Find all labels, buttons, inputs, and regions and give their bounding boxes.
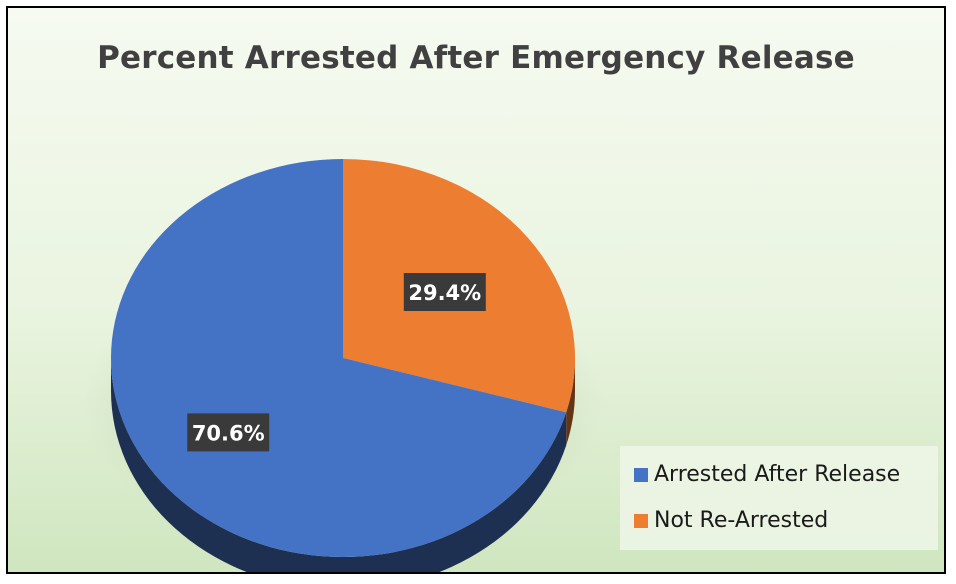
pie-label-group: 29.4% 70.6%	[187, 273, 486, 452]
legend-swatch-not-rearrested	[634, 513, 648, 528]
pie-side-group	[111, 358, 575, 572]
legend-item-not-rearrested: Not Re-Arrested	[634, 508, 828, 533]
data-label-arrested: 70.6%	[187, 413, 270, 452]
data-label-box-not-rearrested	[403, 273, 486, 312]
legend-swatch-arrested	[634, 467, 648, 482]
legend-item-arrested: Arrested After Release	[634, 462, 900, 487]
pie-chart: 29.4% 70.6%	[83, 159, 603, 572]
chart-container: Percent Arrested After Emergency Release…	[6, 6, 946, 574]
pie-slice-arrested	[111, 159, 567, 557]
data-label-not-rearrested: 29.4%	[403, 273, 486, 312]
pie-side-not-rearrested	[566, 358, 575, 446]
legend: Arrested After Release Not Re-Arrested	[620, 446, 938, 550]
legend-label-not-rearrested: Not Re-Arrested	[654, 508, 829, 533]
chart-title: Percent Arrested After Emergency Release	[97, 40, 855, 76]
legend-label-arrested: Arrested After Release	[654, 462, 901, 487]
data-label-box-arrested	[187, 413, 270, 452]
data-label-text-arrested: 70.6%	[192, 421, 265, 445]
data-label-text-not-rearrested: 29.4%	[408, 281, 481, 305]
pie-top-group	[111, 159, 575, 557]
